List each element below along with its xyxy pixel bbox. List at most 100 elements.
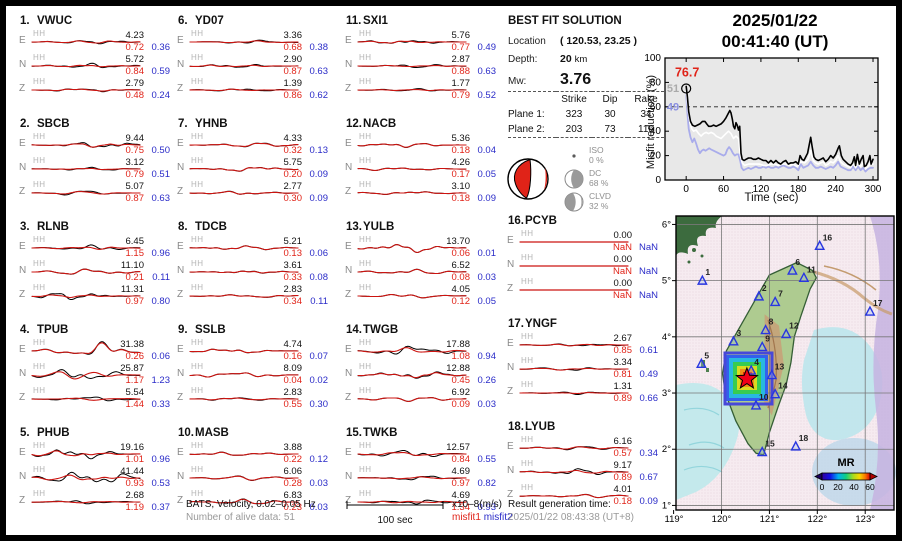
station-triangle-icon [814,239,826,250]
component-label: E [19,241,26,252]
misfit2-value: 0.53 [151,477,171,489]
misfit1-value: 0.08 [451,271,471,283]
misfit2-value: 0.02 [309,374,329,386]
misfit1-value: 0.22 [283,453,303,465]
waveform-trace [189,397,299,401]
bats-filter-text: BATS, Velocity, 0.02–0.05 Hz [186,499,316,510]
station-number-label: 12 [789,321,799,331]
misfit2-value: 0.33 [151,398,171,410]
waveform-row-YD07-N: N HH 2.90 0.87 0.63 [176,53,328,77]
waveform-trace [31,500,141,505]
amplitude-value: 11.10 [120,259,144,271]
misfit1-value: 0.17 [451,168,471,180]
component-label: E [177,35,184,46]
misfit1-value: 1.08 [451,350,471,362]
misfit2-value: NaN [638,241,658,253]
trace-values: 11.31 0.97 0.80 [114,283,170,307]
plane2-rake: 116 [628,122,664,138]
station-map: 119°120°121°122°123°26°25°24°23°22°21°12… [657,210,896,532]
focal-mechanism-beachball-icon [507,157,549,200]
map-station-6: 6 [787,257,800,275]
plane1-strike: 323 [565,109,583,120]
waveform-row-SSLB-Z: Z HH 2.83 0.55 0.30 [176,386,328,410]
station-number: 13. [346,221,362,233]
misfit2-value: 0.80 [151,295,171,307]
mw-label: Mw: [508,76,527,87]
component-label: E [345,35,352,46]
misfit2-value: 0.96 [151,453,171,465]
waveform-row-MASB-E: E HH 3.88 0.22 0.12 [176,441,328,465]
waveform-row-RLNB-N: N HH 11.10 0.21 0.11 [18,259,170,283]
station-triangle-icon [769,388,781,399]
amplitude-value: 6.45 [125,235,145,247]
svg-text:0: 0 [683,184,689,195]
component-label: Z [507,283,514,294]
footer-bats: BATS, Velocity, 0.02–0.05 Hz Number of a… [186,498,316,524]
component-label: N [177,368,185,379]
misfit1-value: 0.18 [451,192,471,204]
misfit2-value: 0.62 [309,89,329,101]
misfit1-value: 0.77 [451,41,471,53]
amplitude-value: 6.92 [451,386,471,398]
iso-percent: 0 % [589,154,604,165]
component-label: E [19,138,26,149]
station-block-MASB: 10.MASB E HH 3.88 0.22 0.12 N HH 6.06 0.28 0.03 Z HH… [176,427,328,527]
trace-values: 4.26 0.17 0.05 [440,156,497,180]
trace-values: 2.83 0.34 0.11 [272,283,329,307]
station-number: 4. [20,324,30,336]
amplitude-value: 4.69 [451,489,471,501]
lon-tick-label: 122° [807,514,827,525]
waveform-trace [357,88,467,92]
svg-text:100: 100 [644,53,661,64]
channel-label: HH [521,277,534,286]
map-station-16: 16 [814,232,832,250]
waveform-row-LYUB-E: E HH 6.16 0.57 0.34 [506,435,658,459]
component-label: N [177,265,185,276]
misfit1-value: 0.84 [451,453,471,465]
station-title: 14.TWGB [346,324,496,336]
amplitude-value: 6.06 [283,465,303,477]
channel-label: HH [521,483,534,492]
trace-values: 0.00 NaN NaN [602,229,658,253]
plane1-rake: 34 [640,109,652,120]
misfit1-value: 0.18 [451,144,471,156]
waveform-trace [357,191,467,195]
station-number-label: 7 [778,288,783,298]
misfit1-value: 0.09 [451,398,471,410]
station-title: 11. SXI1 [346,15,496,27]
lat-tick-label: 22° [662,444,671,455]
station-number: 11. [346,15,362,27]
waveform-row-SSLB-E: E HH 4.74 0.16 0.07 [176,338,328,362]
waveform-trace [519,446,629,451]
misfit2-value: 0.38 [309,41,329,53]
station-block-SSLB: 9. SSLB E HH 4.74 0.16 0.07 N HH 8.09 0.04 0.02 Z HH 2… [176,324,328,424]
col-rake: Rake [628,91,664,107]
amplitude-value: 5.76 [451,29,471,41]
trace-values: 11.10 0.21 0.11 [114,259,170,283]
map-station-17: 17 [864,298,883,316]
component-label: E [19,35,26,46]
component-label: N [19,59,27,70]
misfit1-value: 0.55 [283,398,303,410]
misfit2-value: 0.55 [477,453,497,465]
waveform-row-YD07-Z: Z HH 1.39 0.86 0.62 [176,77,328,101]
station-number: 9. [178,324,188,336]
waveform-trace [189,64,299,68]
component-label: E [177,241,184,252]
station-block-TDCB: 8. TDCB E HH 5.21 0.13 0.06 N HH 3.61 0.33 0.08 Z HH 2… [176,221,328,321]
station-triangle-icon [750,399,762,410]
trace-values: 17.88 1.08 0.94 [440,338,496,362]
channel-label: HH [191,386,204,395]
channel-label: HH [521,253,534,262]
lon-tick-label: 120° [712,514,732,525]
waveform-trace [189,475,299,481]
col-strike: Strike [556,91,592,107]
station-block-NACB: 12.NACB E HH 5.36 0.18 0.04 N HH 4.26 0.17 0.05 Z HH… [344,118,496,218]
waveform-trace [189,142,299,148]
waveform-row-VWUC-Z: Z HH 2.79 0.48 0.24 [18,77,170,101]
trace-values: 5.07 0.87 0.63 [114,180,171,204]
misfit2-value: 0.37 [151,501,171,513]
misfit1-value: 0.32 [283,144,303,156]
waveform-trace [357,450,467,457]
waveform-trace [189,498,299,505]
